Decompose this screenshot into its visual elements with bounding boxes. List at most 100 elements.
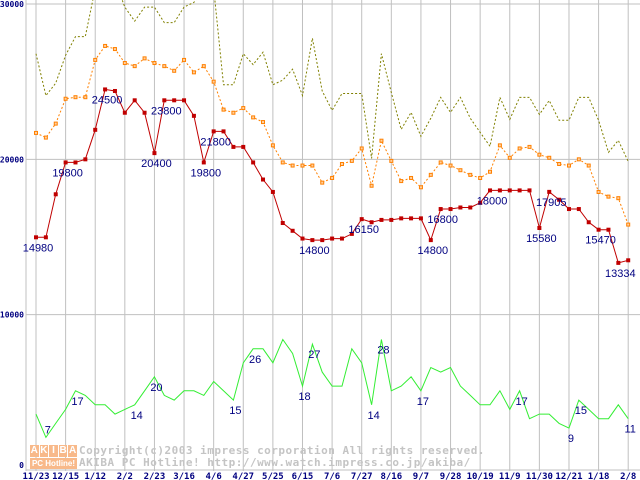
data-label: 14800 (418, 245, 449, 257)
data-label: 20 (150, 382, 162, 394)
average-point (458, 168, 463, 173)
average-point (73, 95, 78, 100)
x-tick-label: 2/8 (620, 472, 636, 480)
min-price-point (310, 238, 315, 243)
min-price-point (53, 192, 58, 197)
average-point (231, 110, 236, 115)
average-point (53, 121, 58, 126)
x-axis-ticks: 11/23 12/15 1/12 2/2 2/23 3/16 4/6 4/27 5/25 6/15… (22, 472, 636, 480)
average-point (152, 61, 157, 66)
x-tick-label: 5/25 (262, 472, 284, 480)
x-tick-label: 4/27 (232, 472, 254, 480)
min-price-point (468, 205, 473, 210)
y-axis-ticks: 30000 20000 10000 0 (0, 0, 24, 470)
min-price-point (142, 110, 147, 115)
min-price-point (399, 216, 404, 221)
min-price-point (428, 238, 433, 243)
min-price-point (478, 200, 483, 205)
data-label: 15580 (526, 233, 557, 245)
min-price-point (231, 144, 236, 149)
min-price-point (191, 113, 196, 118)
average-point (211, 79, 216, 84)
average-point (596, 189, 601, 194)
min-price-point (389, 217, 394, 222)
min-price-point (103, 87, 108, 92)
x-tick-label: 7/6 (324, 472, 340, 480)
data-label: 9 (568, 433, 574, 445)
data-label: 19800 (190, 167, 221, 179)
average-point (517, 146, 522, 151)
data-label: 14980 (23, 242, 54, 254)
x-tick-label: 8/16 (380, 472, 402, 480)
x-tick-label: 11/9 (499, 472, 521, 480)
x-tick-label: 9/28 (440, 472, 462, 480)
average-point (349, 158, 354, 163)
average-point (576, 157, 581, 162)
min-price-point (290, 228, 295, 233)
average-point (221, 107, 226, 112)
average-point (261, 120, 266, 125)
min-price-point (606, 227, 611, 232)
min-price-point (211, 129, 216, 134)
average-point (399, 179, 404, 184)
min-price-point (359, 217, 364, 222)
min-price-point (586, 220, 591, 225)
data-label: 27 (308, 349, 320, 361)
x-tick-label: 4/6 (206, 472, 222, 480)
min-price-point (596, 227, 601, 232)
average-point (63, 96, 68, 101)
average-point (389, 158, 394, 163)
min-price-point (201, 160, 206, 165)
average-point (537, 152, 542, 157)
average-point (43, 135, 48, 140)
average-point (112, 47, 117, 52)
min-price-point (409, 216, 414, 221)
data-label: 19800 (52, 167, 83, 179)
min-price-point (261, 177, 266, 182)
average-point (122, 61, 127, 66)
logo-subtitle: PC Hotline! (30, 458, 77, 469)
data-label: 17 (417, 396, 429, 408)
min-price-point (270, 189, 275, 194)
min-price-point (83, 157, 88, 162)
average-point (142, 56, 147, 61)
min-price-point (517, 188, 522, 193)
average-point (132, 64, 137, 69)
average-point (34, 130, 38, 135)
series-line-max (35, 0, 629, 162)
average-point (191, 70, 196, 75)
logo-letter: B (58, 445, 68, 457)
average-point (182, 57, 187, 62)
average-point (468, 172, 473, 177)
data-label: 15 (229, 405, 241, 417)
data-label: 26 (249, 354, 261, 366)
average-point (379, 138, 384, 143)
min-price-point (152, 151, 157, 156)
min-price-point (172, 98, 177, 103)
average-point (162, 64, 167, 69)
average-point (418, 185, 423, 190)
data-label: 16800 (427, 214, 458, 226)
y-tick-label: 20000 (0, 155, 24, 164)
min-price-point (43, 235, 48, 240)
x-tick-label: 11/30 (526, 472, 553, 480)
series-group (34, 0, 631, 439)
y-tick-label: 0 (19, 461, 24, 470)
average-point (300, 163, 305, 168)
series-line-shop-count (35, 338, 629, 439)
min-price-point (369, 220, 374, 225)
min-price-point (330, 236, 335, 241)
average-point (566, 163, 571, 168)
min-price-point (616, 260, 621, 265)
average-point (478, 175, 483, 180)
data-label: 18 (298, 391, 310, 403)
x-tick-label: 11/23 (22, 472, 49, 480)
average-point (438, 160, 443, 165)
min-price-point (438, 207, 443, 212)
average-point (172, 68, 177, 73)
data-label: 24500 (92, 94, 123, 106)
min-price-point (241, 144, 246, 149)
data-label: 17 (71, 396, 83, 408)
x-tick-label: 2/23 (144, 472, 166, 480)
y-tick-label: 10000 (0, 311, 24, 320)
